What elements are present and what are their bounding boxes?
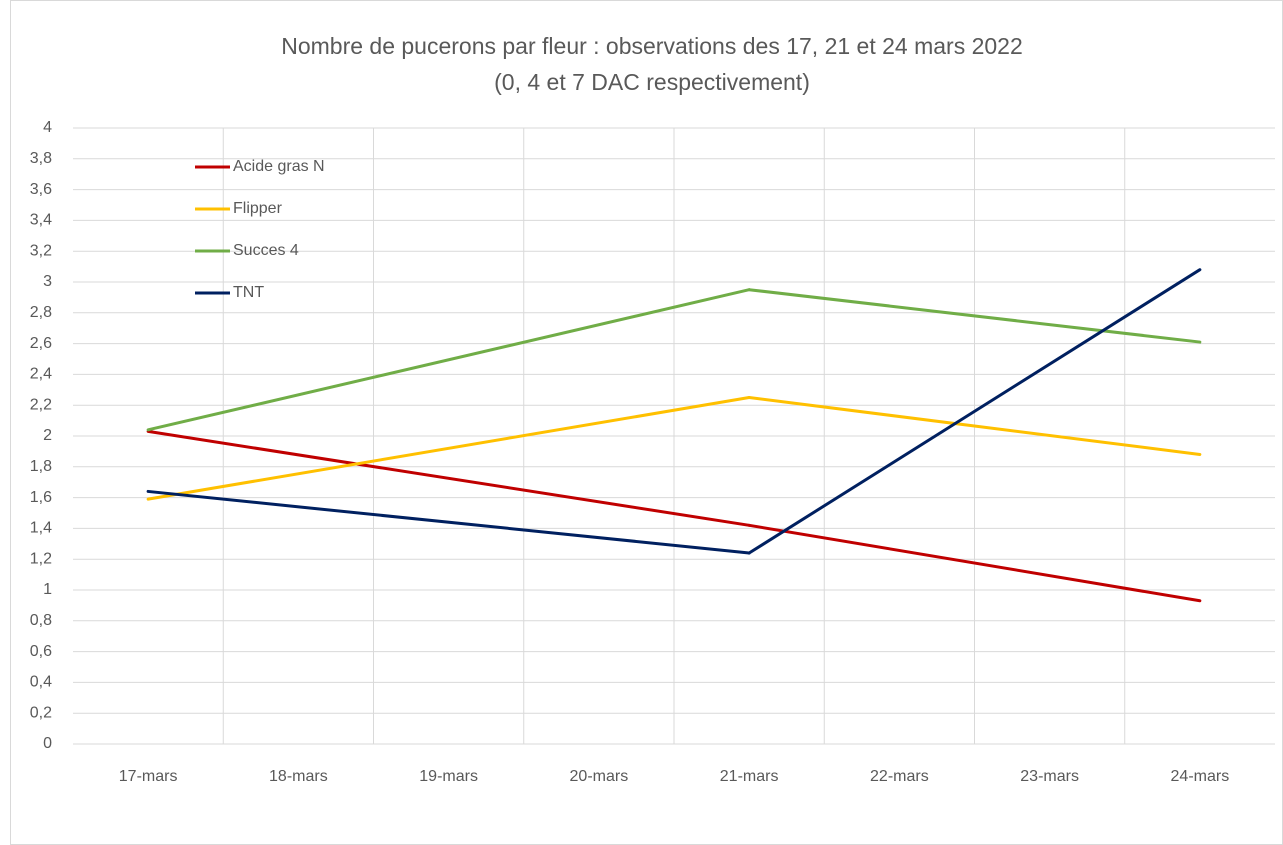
y-tick-label: 1,4 [30, 520, 52, 537]
y-tick-label: 1,8 [30, 458, 52, 475]
x-tick-label: 20-mars [570, 768, 629, 785]
legend-label: Succes 4 [233, 242, 299, 259]
chart-subtitle: (0, 4 et 7 DAC respectivement) [494, 69, 810, 95]
y-tick-label: 3 [43, 273, 52, 290]
y-tick-label: 2,6 [30, 335, 52, 352]
y-tick-label: 1,6 [30, 489, 52, 506]
legend-label: Flipper [233, 200, 283, 217]
series-segment [146, 489, 751, 555]
series-segment [146, 429, 751, 527]
y-tick-label: 0,4 [30, 674, 52, 691]
series-segment [747, 268, 1202, 555]
y-tick-label: 1 [43, 581, 52, 598]
x-tick-label: 18-mars [269, 768, 328, 785]
y-tick-label: 0,2 [30, 704, 52, 721]
legend-label: Acide gras N [233, 158, 325, 175]
x-tick-label: 21-mars [720, 768, 779, 785]
y-tick-label: 2 [43, 427, 52, 444]
x-tick-label: 17-mars [119, 768, 178, 785]
y-tick-label: 3,4 [30, 212, 52, 229]
chart-frame [10, 0, 1283, 845]
series-segment [747, 288, 1202, 344]
y-tick-label: 2,4 [30, 366, 52, 383]
y-tick-label: 0,8 [30, 612, 52, 629]
series-segment [747, 396, 1202, 456]
y-tick-label: 4 [43, 119, 52, 136]
y-tick-label: 2,8 [30, 304, 52, 321]
y-tick-label: 3,2 [30, 242, 52, 259]
y-tick-label: 1,2 [30, 550, 52, 567]
series-segment [747, 523, 1202, 603]
legend-label: TNT [233, 284, 264, 301]
y-tick-label: 0 [43, 735, 52, 752]
x-tick-label: 23-mars [1020, 768, 1079, 785]
y-tick-label: 3,6 [30, 181, 52, 198]
chart-title: Nombre de pucerons par fleur : observati… [281, 33, 1023, 59]
x-tick-label: 19-mars [419, 768, 478, 785]
series-segment [146, 396, 751, 501]
y-tick-label: 0,6 [30, 643, 52, 660]
x-tick-label: 22-mars [870, 768, 929, 785]
y-tick-label: 2,2 [30, 396, 52, 413]
series-segment [146, 288, 751, 432]
x-tick-label: 24-mars [1171, 768, 1230, 785]
y-tick-label: 3,8 [30, 150, 52, 167]
